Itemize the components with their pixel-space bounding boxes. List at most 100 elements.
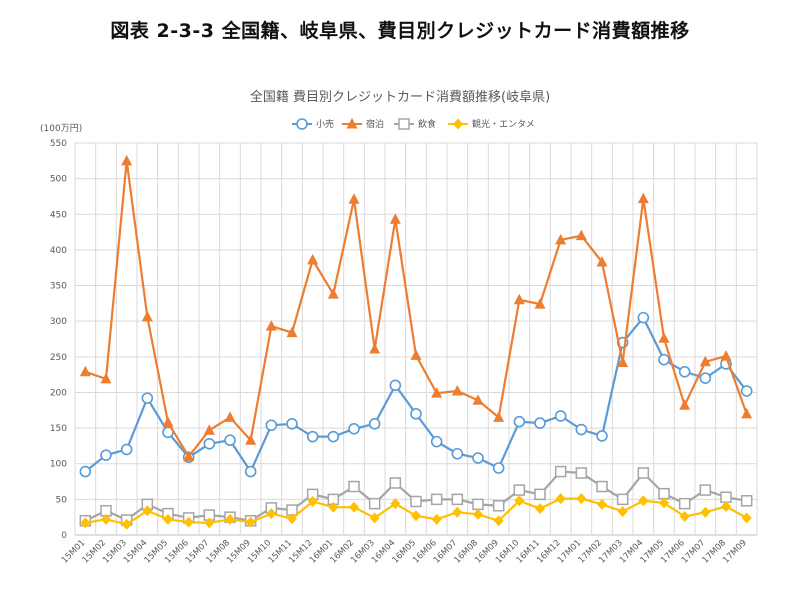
y-tick-label: 150 <box>50 424 67 434</box>
data-point <box>535 503 545 515</box>
data-point <box>163 513 173 525</box>
data-point <box>699 372 712 385</box>
data-point <box>659 497 669 509</box>
data-point <box>679 399 691 410</box>
data-point <box>369 512 380 524</box>
data-point <box>740 385 753 397</box>
legend-label: 観光・エンタメ <box>472 118 535 130</box>
page-title: 図表 2-3-3 全国籍、岐阜県、費目別クレジットカード消費額推移 <box>110 20 690 42</box>
y-tick-label: 550 <box>50 139 67 149</box>
data-point <box>534 488 546 501</box>
data-point <box>327 288 339 299</box>
data-point <box>720 350 732 361</box>
data-point <box>431 513 442 525</box>
data-point <box>265 419 278 432</box>
data-point <box>473 508 483 520</box>
data-point <box>265 320 277 331</box>
y-tick-label: 50 <box>56 495 68 505</box>
data-point <box>616 493 629 506</box>
data-point <box>142 505 153 517</box>
data-point <box>658 353 670 366</box>
data-point <box>472 452 484 464</box>
data-point <box>575 467 588 479</box>
data-point <box>101 513 111 525</box>
data-point <box>576 493 587 505</box>
data-point <box>100 372 112 384</box>
data-point <box>554 410 567 422</box>
legend-label: 飲食 <box>418 118 436 130</box>
data-point <box>637 192 649 204</box>
data-point <box>451 447 464 460</box>
data-point <box>245 516 256 528</box>
data-point <box>430 435 443 448</box>
legend-label: 宿泊 <box>366 118 384 130</box>
data-point <box>513 293 525 305</box>
data-point <box>700 506 711 518</box>
data-point <box>637 467 650 479</box>
data-point <box>348 480 360 493</box>
chart-title: 全国籍 費目別クレジットカード消費額推移(岐阜県) <box>249 90 551 105</box>
legend-marker <box>398 118 410 130</box>
data-point <box>368 497 381 510</box>
data-point <box>699 484 712 496</box>
data-point <box>204 517 215 529</box>
y-tick-label: 100 <box>50 460 67 470</box>
data-point <box>203 424 215 435</box>
data-point <box>575 229 587 241</box>
data-point <box>493 515 504 527</box>
legend-marker <box>453 118 463 130</box>
y-tick-label: 300 <box>50 317 67 327</box>
data-point <box>203 437 216 450</box>
legend-marker <box>296 118 308 130</box>
data-point <box>183 450 195 462</box>
data-point <box>741 407 753 419</box>
data-point <box>741 512 752 524</box>
data-point <box>286 418 298 430</box>
data-point <box>244 465 257 478</box>
series-layer <box>79 154 753 530</box>
series-2 <box>79 154 753 462</box>
data-point <box>678 365 691 378</box>
data-point <box>286 326 298 338</box>
data-point <box>597 498 607 510</box>
data-point <box>389 213 401 224</box>
data-point <box>513 415 526 428</box>
legend-item: 飲食 <box>394 118 436 130</box>
data-point <box>287 513 297 525</box>
data-point <box>555 233 567 245</box>
data-point <box>617 505 628 517</box>
data-point <box>307 253 319 265</box>
data-point <box>306 430 319 443</box>
data-point <box>411 510 421 522</box>
data-point <box>266 508 277 520</box>
data-point <box>120 443 133 456</box>
data-point <box>121 154 133 166</box>
data-point <box>390 498 401 510</box>
data-point <box>534 298 546 309</box>
data-point <box>534 417 546 429</box>
data-point <box>79 365 91 377</box>
data-point <box>575 423 588 436</box>
data-point <box>472 498 484 511</box>
data-point <box>389 477 402 489</box>
data-point <box>410 349 422 360</box>
data-point <box>328 501 339 513</box>
data-point <box>451 385 463 396</box>
data-point <box>554 465 567 478</box>
data-point <box>740 495 753 507</box>
data-point <box>596 430 608 442</box>
data-point <box>80 517 91 529</box>
data-point <box>617 356 629 368</box>
data-point <box>79 465 92 478</box>
y-tick-label: 200 <box>50 388 67 398</box>
x-tick-label: 17M09 <box>721 538 749 566</box>
data-point <box>638 495 649 507</box>
data-point <box>141 310 153 322</box>
data-point <box>431 387 443 398</box>
data-point <box>349 501 359 513</box>
data-point <box>637 311 650 324</box>
data-point <box>410 408 422 420</box>
y-axis-tick-labels: 0 50 100 150 200 250 300 350 400 450 500 550 <box>50 139 67 541</box>
y-tick-label: 400 <box>50 246 67 256</box>
